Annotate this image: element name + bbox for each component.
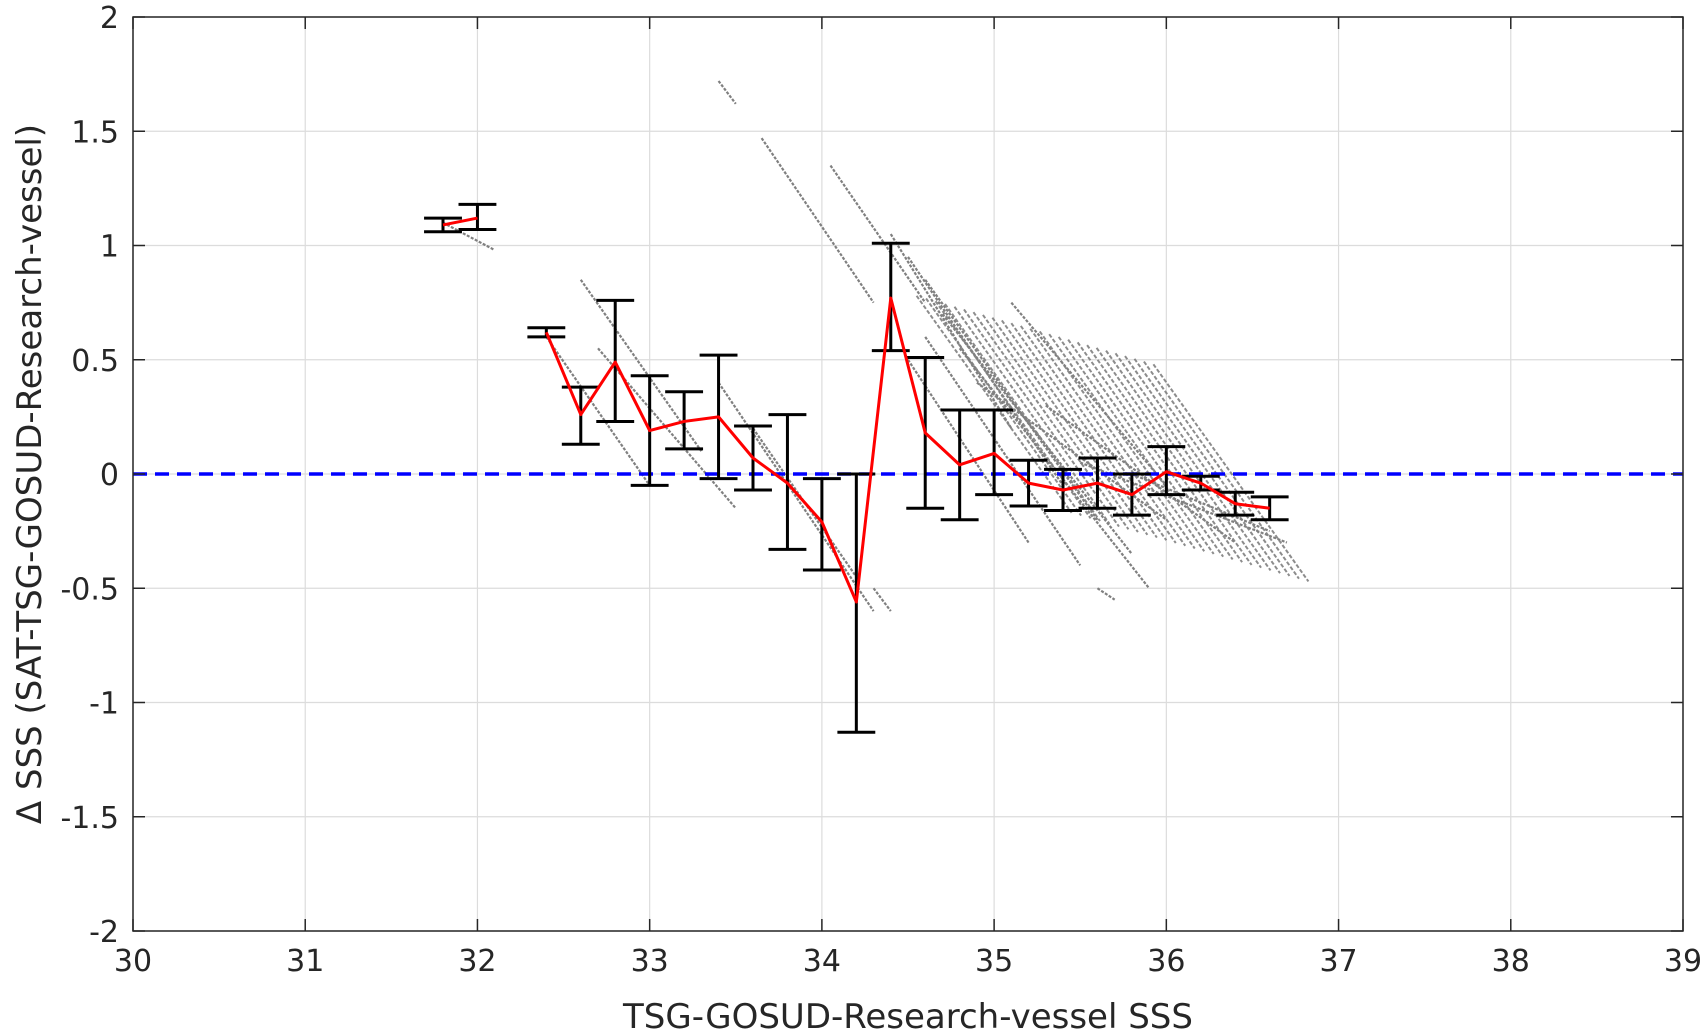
- x-tick-label: 33: [631, 944, 669, 979]
- scatter-streak: [597, 347, 737, 509]
- scatter-streak: [1010, 322, 1168, 541]
- scatter-streak: [963, 308, 1120, 528]
- scatter-streak: [1095, 347, 1253, 566]
- scatter-streak: [1096, 587, 1116, 601]
- scatter-streak: [953, 306, 1111, 525]
- scatter-streak: [1067, 339, 1224, 558]
- scatter-streak: [1143, 360, 1300, 580]
- scatter-streak: [545, 336, 651, 487]
- y-tick-label: 0.5: [71, 344, 119, 379]
- scatter-streak: [982, 314, 1139, 533]
- scatter-streak: [924, 336, 1082, 567]
- y-tick-label: -0.5: [60, 572, 119, 607]
- scatter-streak: [760, 137, 875, 304]
- scatter-streak: [717, 80, 737, 105]
- scatter-points: [442, 80, 1310, 612]
- scatter-streak: [972, 311, 1130, 530]
- x-tick-label: 32: [458, 944, 496, 979]
- scatter-streak: [579, 279, 703, 452]
- y-tick-label: 1.5: [71, 115, 119, 150]
- scatter-streak: [829, 164, 927, 304]
- scatter-streak: [907, 256, 1064, 487]
- scatter-streak: [941, 313, 1133, 555]
- y-tick-label: 0: [100, 458, 119, 493]
- scatter-streak: [442, 221, 496, 252]
- mean-line: [544, 296, 1270, 604]
- scatter-streak: [1086, 344, 1243, 563]
- scatter-streak: [1019, 325, 1177, 544]
- scatter-streak: [915, 295, 1073, 514]
- y-tick-label: -1: [89, 687, 119, 722]
- scatter-streak: [925, 297, 1082, 517]
- x-tick-label: 36: [1147, 944, 1185, 979]
- mean-lines: [442, 216, 1270, 604]
- x-tick-label: 30: [114, 944, 152, 979]
- y-tick-label: 1: [100, 230, 119, 265]
- x-tick-label: 38: [1492, 944, 1530, 979]
- scatter-streak: [1105, 350, 1262, 569]
- x-tick-label: 37: [1319, 944, 1357, 979]
- scatter-streak: [991, 317, 1149, 536]
- x-tick-label: 31: [286, 944, 324, 979]
- scatter-streak: [1124, 355, 1281, 574]
- scatter-streak: [944, 303, 1101, 522]
- mean-line: [442, 216, 478, 227]
- y-axis-label: Δ SSS (SAT-TSG-GOSUD-Research-vessel): [10, 124, 50, 824]
- scatter-streak: [717, 381, 875, 612]
- scatter-streak: [1010, 301, 1168, 487]
- scatter-streak: [1076, 341, 1234, 561]
- y-tick-label: -1.5: [60, 801, 119, 836]
- x-tick-label: 39: [1664, 944, 1702, 979]
- scatter-streak: [1133, 358, 1291, 577]
- x-axis-label: TSG-GOSUD-Research-vessel SSS: [622, 997, 1193, 1031]
- scatter-streak: [1029, 328, 1187, 547]
- scatter-streak: [1114, 352, 1272, 572]
- y-tick-label: 2: [100, 1, 119, 36]
- scatter-streak: [889, 233, 1013, 429]
- x-tick-label: 35: [975, 944, 1013, 979]
- scatter-streak: [907, 359, 1030, 544]
- scatter-streak: [1038, 330, 1196, 550]
- ticks: 30 31 32 33 34 35 36 37 38 39 -2 -1.5 -1 -0.5 0 0.5 1 1.5…: [60, 1, 1702, 979]
- scatter-streak: [1048, 333, 1206, 552]
- y-tick-label: -2: [89, 915, 119, 950]
- x-tick-label: 34: [803, 944, 841, 979]
- scatter-streak: [872, 587, 892, 612]
- scatter-streak: [1152, 363, 1310, 582]
- scatter-streak: [1057, 336, 1215, 555]
